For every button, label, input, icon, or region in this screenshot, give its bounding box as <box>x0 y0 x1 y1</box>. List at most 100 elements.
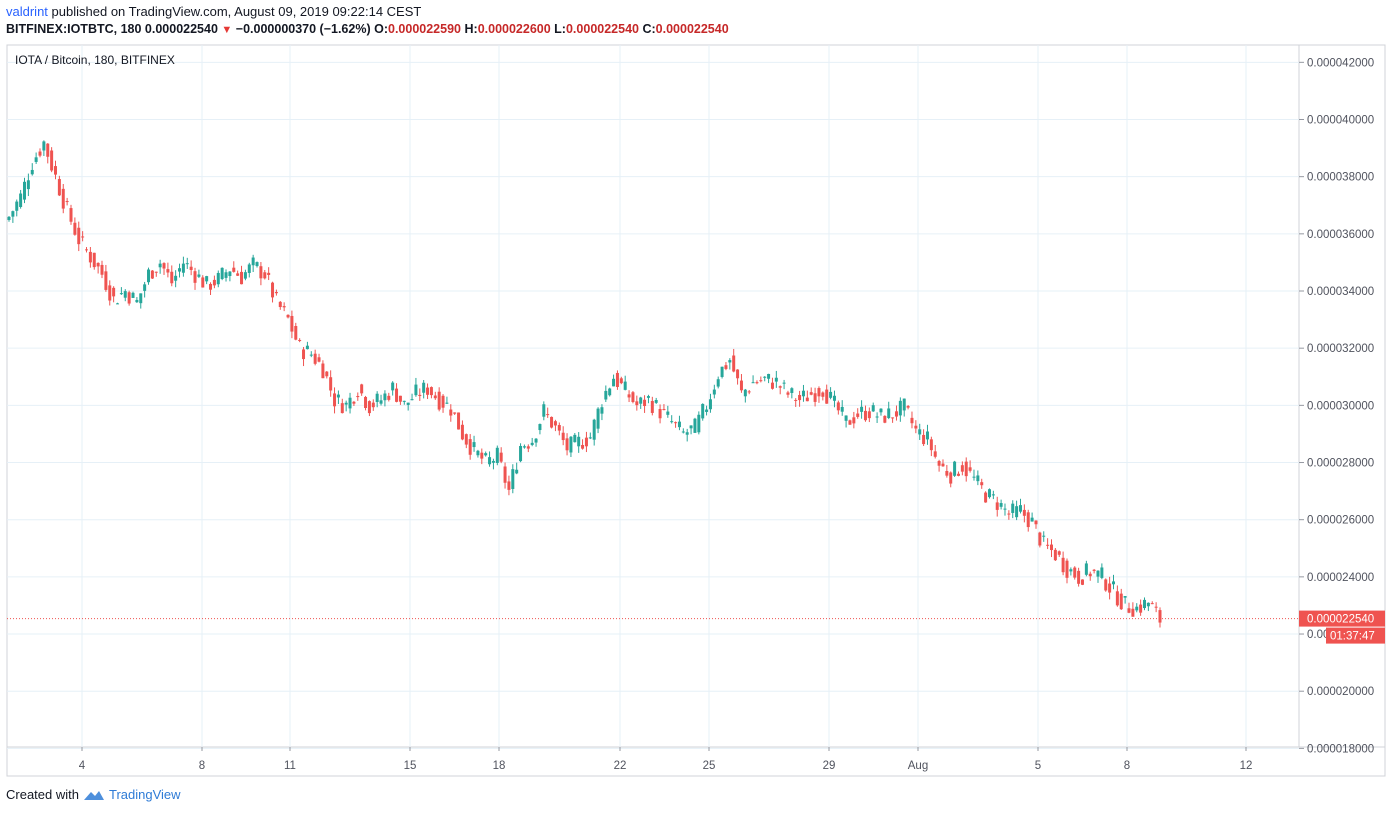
candle-body-down <box>553 421 557 426</box>
candle-body-down <box>65 201 69 203</box>
candle-body-down <box>674 422 678 424</box>
candle-body-up <box>774 377 778 382</box>
candle-body-up <box>30 169 34 175</box>
candle-body-up <box>832 395 836 401</box>
candle-body-down <box>317 357 321 362</box>
candle-body-down <box>805 397 809 402</box>
candle-body-down <box>364 396 368 409</box>
candle-body-down <box>627 394 631 398</box>
candle-body-up <box>716 379 720 387</box>
candle-body-down <box>929 439 933 451</box>
candle-body-down <box>150 270 154 279</box>
candle-body-down <box>964 461 968 477</box>
candle-body-up <box>34 157 38 162</box>
candle-body-up <box>143 284 147 291</box>
candle-body-down <box>856 413 860 417</box>
candle-body-down <box>92 252 96 268</box>
candle-body-up <box>608 388 612 396</box>
candle-body-down <box>1139 604 1143 613</box>
author-link[interactable]: valdrint <box>6 4 48 19</box>
candle-body-up <box>573 434 577 443</box>
candle-body-down <box>426 387 430 395</box>
candle-body-up <box>705 409 709 412</box>
candle-body-up <box>511 469 515 489</box>
candle-body-down <box>643 399 647 407</box>
candle-body-down <box>786 392 790 395</box>
candle-body-down <box>127 292 131 304</box>
candle-body-up <box>216 272 220 285</box>
candle-body-down <box>325 371 329 377</box>
candle-body-down <box>798 394 802 401</box>
candle-body-up <box>197 274 201 277</box>
candle-body-up <box>918 429 922 435</box>
candle-body-down <box>980 482 984 486</box>
candle-body-down <box>933 451 937 457</box>
candle-body-up <box>829 391 833 398</box>
candle-body-down <box>631 392 635 402</box>
candle-body-down <box>112 287 116 297</box>
candle-body-down <box>937 461 941 466</box>
candle-body-up <box>577 436 581 447</box>
candle-body-down <box>212 279 216 286</box>
candle-body-up <box>604 390 608 400</box>
candle-body-down <box>794 399 798 401</box>
candle-body-down <box>398 395 402 402</box>
candle-body-up <box>953 461 957 476</box>
candle-body-up <box>751 382 755 384</box>
candle-body-up <box>174 275 178 281</box>
candle-body-up <box>767 373 771 379</box>
candle-body-up <box>139 293 143 304</box>
candle-body-down <box>817 388 821 397</box>
created-with-label: Created with <box>6 787 79 802</box>
change-value: −0.000000370 (−1.62%) <box>235 22 371 36</box>
tradingview-brand-link[interactable]: TradingView <box>108 787 181 802</box>
candle-body-up <box>887 408 891 419</box>
candle-body-down <box>170 271 174 284</box>
candle-body-down <box>263 272 267 279</box>
candle-body-up <box>685 432 689 435</box>
candle-body-up <box>972 476 976 478</box>
low-value: 0.000022540 <box>565 22 639 36</box>
candle-body-down <box>867 411 871 419</box>
candle-body-down <box>821 392 825 397</box>
candle-body-up <box>844 415 848 421</box>
candle-body-up <box>15 201 19 211</box>
candle-body-down <box>352 401 356 404</box>
close-label: C: <box>642 22 656 36</box>
x-tick-label: 8 <box>199 760 205 772</box>
candle-body-down <box>480 452 484 459</box>
candle-body-down <box>1154 606 1158 608</box>
candle-body-down <box>546 414 550 416</box>
candle-body-down <box>1049 544 1053 551</box>
candle-body-down <box>449 409 453 416</box>
candle-body-up <box>220 267 224 279</box>
candle-body-down <box>85 249 89 251</box>
candle-body-up <box>484 453 488 456</box>
candle-body-up <box>224 272 228 278</box>
y-tick-label: 0.000018000 <box>1307 743 1374 755</box>
candle-body-down <box>162 263 166 269</box>
candle-body-up <box>1069 569 1073 572</box>
candle-body-up <box>488 457 492 465</box>
candle-body-up <box>185 263 189 265</box>
close-value: 0.000022540 <box>655 22 729 36</box>
candle-body-up <box>801 390 805 397</box>
candle-body-down <box>1061 557 1065 573</box>
candle-body-up <box>476 450 480 456</box>
publish-line: valdrint published on TradingView.com, A… <box>6 4 421 19</box>
candle-body-down <box>302 349 306 360</box>
candle-body-down <box>1131 608 1135 617</box>
candle-body-up <box>743 389 747 397</box>
candle-body-up <box>42 141 46 151</box>
candle-body-down <box>770 382 774 389</box>
candle-body-down <box>1073 567 1077 578</box>
candle-body-up <box>131 292 135 298</box>
candle-body-down <box>329 377 333 391</box>
candle-body-down <box>274 291 278 294</box>
candle-body-up <box>205 276 209 282</box>
candle-body-up <box>243 272 247 279</box>
countdown-badge <box>1326 627 1385 644</box>
candle-body-down <box>468 439 472 455</box>
candle-body-down <box>201 277 205 288</box>
